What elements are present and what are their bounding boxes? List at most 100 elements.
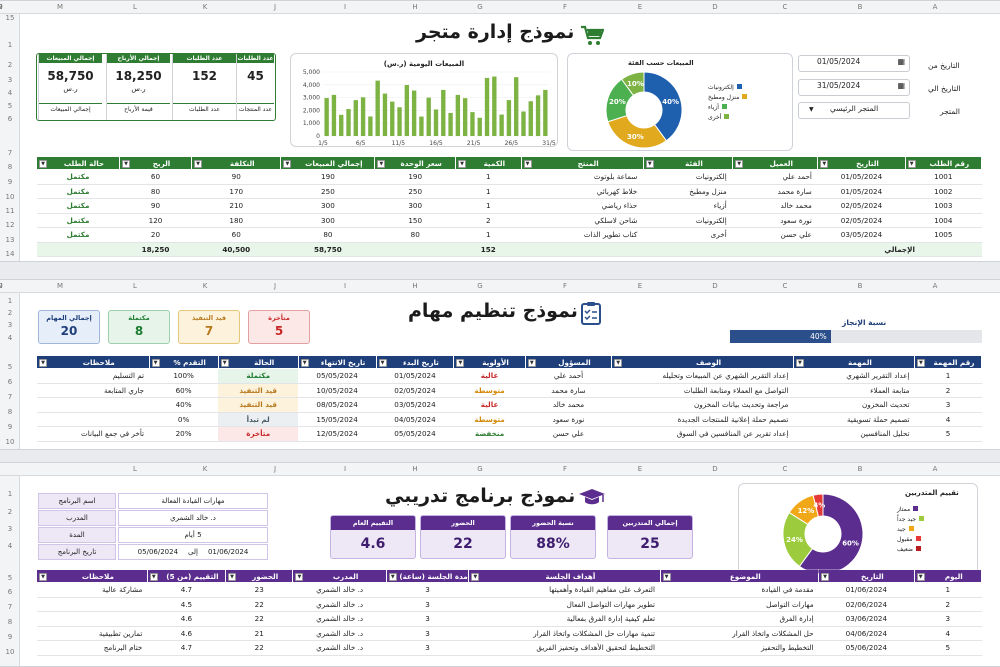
table-cell[interactable]: جاري المتابعة [36, 383, 150, 398]
column-letter[interactable]: D [712, 465, 718, 473]
table-cell[interactable]: 02/06/2024 [818, 597, 915, 612]
table-cell[interactable]: سماعة بلوتوث [521, 169, 644, 185]
column-letter[interactable]: F [562, 465, 568, 473]
table-cell[interactable]: 4.7 [147, 582, 226, 598]
column-header[interactable]: رقم المهمة ▼ [913, 355, 983, 369]
table-cell[interactable]: 2 [455, 213, 522, 228]
filter-dropdown-icon[interactable]: ▼ [300, 358, 309, 367]
table-cell[interactable]: د. خالد الشمري [292, 611, 387, 627]
table-cell[interactable]: تنمية مهارات حل المشكلات واتخاذ القرار [468, 626, 660, 641]
filter-dropdown-icon[interactable]: ▼ [471, 572, 480, 581]
table-cell[interactable]: 4 [914, 412, 982, 427]
column-letter[interactable]: F [562, 282, 568, 290]
table-cell[interactable]: 12/05/2024 [298, 426, 377, 442]
table-row[interactable]: 3 03/06/2024 إدارة الفرق تعلم كيفية إدارة ا… [36, 611, 982, 627]
table-cell[interactable]: 3 [386, 626, 469, 641]
table-cell[interactable]: كتاب تطوير الذات [521, 227, 644, 243]
table-row[interactable]: 4 تصميم حملة تسويقية تصميم حملة إعلانية لل… [36, 412, 982, 427]
column-letter[interactable]: H [412, 3, 418, 11]
column-letter[interactable]: I [343, 465, 347, 473]
table-cell[interactable]: 120 [119, 213, 192, 228]
table-cell[interactable]: 80 [280, 227, 375, 243]
table-cell[interactable]: 03/06/2024 [818, 611, 915, 627]
row-number[interactable]: 2 [7, 309, 13, 317]
column-header[interactable]: رقم الطلب ▼ [904, 156, 983, 170]
column-letter[interactable]: L [133, 465, 137, 473]
table-row[interactable]: 1001 01/05/2024 أحمد علي إلكترونيات سماعة بل… [36, 169, 982, 185]
table-cell[interactable]: 1 [455, 227, 522, 243]
filter-dropdown-icon[interactable]: ▼ [122, 159, 130, 168]
filter-dropdown-icon[interactable]: ▼ [527, 358, 536, 367]
row-number[interactable]: 15 [5, 14, 15, 22]
table-cell[interactable]: 250 [374, 184, 456, 199]
column-letter[interactable]: A [932, 3, 938, 11]
column-letter[interactable]: O [0, 282, 3, 290]
table-cell[interactable] [36, 597, 148, 612]
table-cell[interactable]: منخفضة [453, 426, 526, 442]
table-cell[interactable]: 5 [914, 426, 982, 442]
table-cell[interactable]: 08/05/2024 [298, 397, 377, 413]
row-number[interactable]: 7 [7, 603, 13, 611]
column-header[interactable]: اليوم ▼ [913, 569, 983, 583]
table-cell[interactable]: مكتمل [36, 213, 120, 228]
table-cell[interactable]: 80 [119, 184, 192, 199]
table-cell[interactable]: 22 [225, 611, 293, 627]
column-letter[interactable]: C [782, 465, 788, 473]
table-cell[interactable]: 1 [455, 184, 522, 199]
column-header[interactable]: الكمية ▼ [455, 156, 522, 170]
table-cell[interactable]: متابعة العملاء [793, 383, 915, 398]
table-cell[interactable]: إعداد التقرير الشهري [793, 368, 915, 384]
table-cell[interactable]: د. خالد الشمري [292, 582, 387, 598]
column-letter[interactable]: H [412, 282, 418, 290]
filter-dropdown-icon[interactable]: ▼ [662, 572, 671, 581]
table-row[interactable]: 1 إعداد التقرير الشهري إعداد التقرير الشهر… [36, 368, 982, 384]
column-letter[interactable]: N [0, 3, 3, 11]
table-cell[interactable]: 250 [280, 184, 375, 199]
filter-dropdown-icon[interactable]: ▼ [916, 572, 925, 581]
row-number[interactable]: 10 [5, 438, 15, 446]
table-cell[interactable]: 01/06/2024 [818, 582, 915, 598]
table-cell[interactable]: مكتمل [36, 198, 120, 214]
column-letter[interactable]: J [273, 465, 277, 473]
column-letter[interactable]: D [712, 282, 718, 290]
column-letter[interactable]: K [202, 3, 208, 11]
table-cell[interactable]: التخطيط لتحقيق الأهداف وتحفيز الفريق [468, 640, 660, 656]
table-cell[interactable]: تحديث المخزون [793, 397, 915, 413]
filter-dropdown-icon[interactable]: ▼ [821, 572, 830, 581]
table-cell[interactable]: 300 [280, 198, 375, 214]
table-cell[interactable]: محمد خالد [732, 198, 818, 214]
table-cell[interactable]: 4.7 [147, 640, 226, 656]
table-cell[interactable]: 0% [149, 412, 219, 427]
table-row[interactable]: 5 05/06/2024 التخطيط والتحفيز التخطيط لتحقي… [36, 640, 982, 656]
column-header[interactable]: التقدم % ▼ [148, 355, 219, 369]
column-letter[interactable]: N [0, 282, 3, 290]
row-number[interactable]: 2 [7, 508, 13, 516]
row-number[interactable]: 2 [7, 61, 13, 69]
info-value[interactable]: مهارات القيادة الفعالة [118, 493, 268, 509]
table-cell[interactable]: مكتملة [218, 368, 299, 384]
column-letter[interactable]: E [637, 282, 643, 290]
table-cell[interactable]: 22 [225, 640, 293, 656]
table-cell[interactable]: 03/05/2024 [817, 227, 906, 243]
table-cell[interactable]: 190 [374, 169, 456, 185]
column-header[interactable]: الوصف ▼ [611, 355, 794, 369]
column-header[interactable]: أهداف الجلسة ▼ [468, 569, 661, 583]
column-letter[interactable]: C [782, 3, 788, 11]
column-header[interactable]: الأولوية ▼ [453, 355, 526, 369]
row-number[interactable]: 3 [7, 76, 13, 84]
column-letter[interactable]: K [202, 465, 208, 473]
row-number[interactable]: 4 [7, 334, 13, 342]
table-cell[interactable]: 90 [119, 198, 192, 214]
table-cell[interactable]: 02/05/2024 [376, 383, 454, 398]
column-letter[interactable]: L [133, 3, 137, 11]
table-cell[interactable]: 90 [191, 169, 281, 185]
info-value[interactable]: 5 أيام [118, 527, 268, 543]
row-number[interactable]: 4 [7, 542, 13, 550]
table-cell[interactable]: قيد التنفيذ [218, 397, 299, 413]
table-cell[interactable]: متأخرة [218, 426, 299, 442]
table-cell[interactable]: مكتمل [36, 169, 120, 185]
filter-dropdown-icon[interactable]: ▼ [194, 159, 203, 168]
table-cell[interactable]: تأخر في جمع البيانات [36, 426, 150, 442]
table-cell[interactable]: 3 [386, 582, 469, 598]
table-cell[interactable]: نورة سعود [525, 412, 612, 427]
